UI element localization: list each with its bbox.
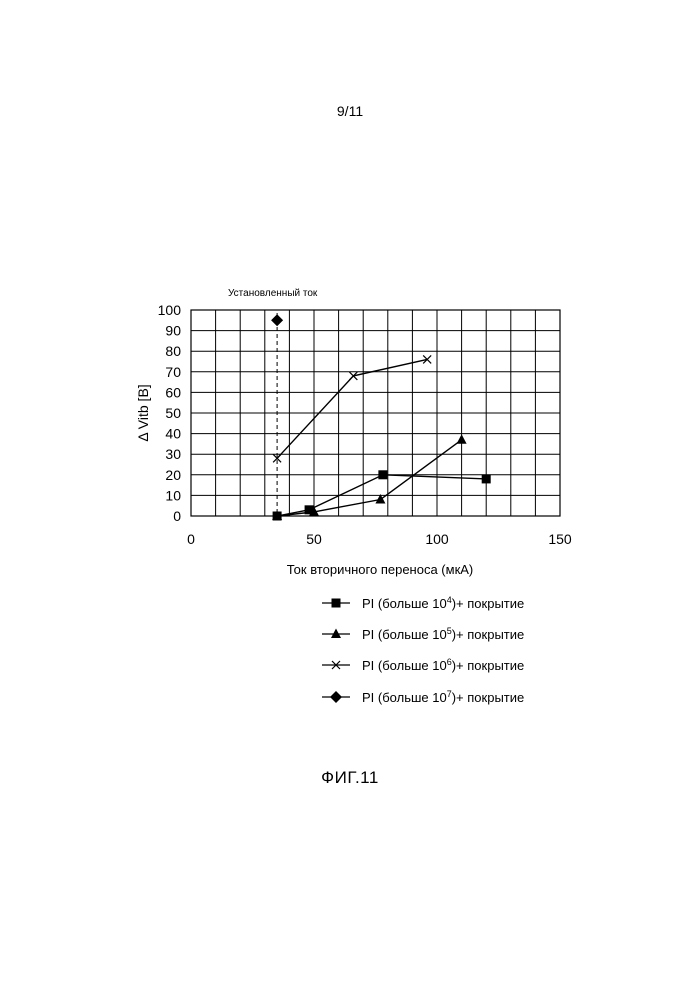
legend-marker-square (332, 599, 341, 608)
chart-grid (191, 310, 560, 516)
legend-item: PI (больше 104)+ покрытие (322, 595, 524, 611)
data-point-square (482, 474, 491, 483)
series-diamond (271, 314, 283, 326)
legend-marker-diamond (330, 691, 342, 703)
data-point-square (378, 470, 387, 479)
x-tick-label: 0 (187, 531, 195, 547)
y-tick-label: 10 (165, 487, 181, 503)
y-tick-label: 20 (165, 467, 181, 483)
y-tick-label: 30 (165, 446, 181, 462)
legend-item: PI (больше 106)+ покрытие (322, 657, 524, 673)
series-line (277, 440, 462, 516)
legend-label: PI (больше 107)+ покрытие (362, 689, 524, 705)
y-tick-label: 40 (165, 426, 181, 442)
legend-item: PI (больше 105)+ покрытие (322, 626, 524, 642)
y-tick-label: 100 (158, 302, 182, 318)
legend-label: PI (больше 106)+ покрытие (362, 657, 524, 673)
legend-marker-triangle (331, 629, 341, 639)
axis-labels: 0 10 20 30 40 50 60 70 80 90 100 0 50 100 150 Ток втори… (135, 302, 572, 577)
y-tick-label: 50 (165, 405, 181, 421)
y-axis-label: Δ Vitb [В] (135, 384, 151, 441)
x-tick-label: 150 (548, 531, 572, 547)
figure-caption: ФИГ.11 (0, 768, 700, 788)
x-axis-label: Ток вторичного переноса (мкА) (287, 562, 474, 577)
y-tick-label: 0 (173, 508, 181, 524)
y-tick-label: 70 (165, 364, 181, 380)
legend: PI (больше 104)+ покрытие PI (больше 105)… (322, 595, 524, 705)
legend-label: PI (больше 105)+ покрытие (362, 626, 524, 642)
y-tick-label: 90 (165, 323, 181, 339)
legend-label: PI (больше 104)+ покрытие (362, 595, 524, 611)
legend-item: PI (больше 107)+ покрытие (322, 689, 524, 705)
data-point-diamond (271, 314, 283, 326)
data-point-triangle (457, 434, 467, 444)
annotation-layer: Установленный ток (228, 288, 318, 516)
series-layer (271, 314, 491, 520)
y-tick-label: 80 (165, 343, 181, 359)
annotation-label: Установленный ток (228, 288, 318, 299)
x-tick-label: 50 (306, 531, 322, 547)
x-tick-label: 100 (425, 531, 449, 547)
y-tick-label: 60 (165, 384, 181, 400)
